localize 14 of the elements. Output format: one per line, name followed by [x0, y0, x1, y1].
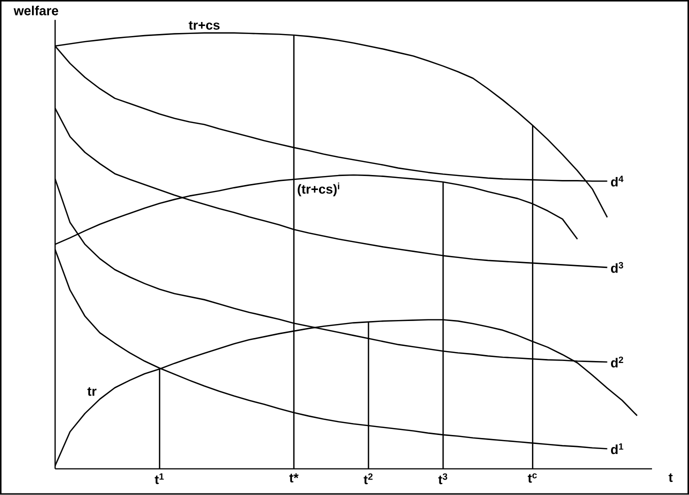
x-axis-title: t [668, 473, 673, 482]
series-label: tr+cs [188, 21, 220, 30]
x-tick-label: t$^{2}$ [364, 473, 373, 484]
series-label: d$^{4}$ [611, 176, 624, 187]
series-label: d$^{3}$ [611, 262, 624, 274]
series-label: (tr+cs)$^{i}$ [298, 182, 340, 196]
series-label: d$^{2}$ [611, 356, 624, 368]
x-tick-label: t$^{1}$ [154, 473, 164, 484]
x-tick-label: t* [289, 473, 299, 483]
series-label: d$^{1}$ [611, 444, 624, 454]
y-axis-title: welfare [14, 6, 58, 16]
x-tick-label: t$^{3}$ [438, 473, 448, 484]
x-tick-label: t$^{c}$ [528, 473, 537, 483]
series-label: tr [87, 387, 96, 396]
